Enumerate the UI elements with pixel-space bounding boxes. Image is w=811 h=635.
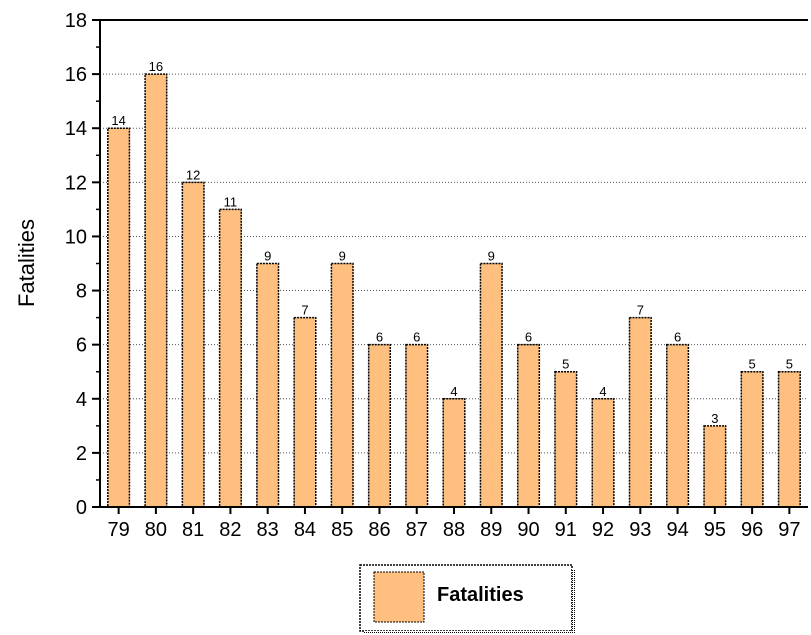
x-tick-label: 95 (704, 519, 726, 541)
data-label: 4 (599, 384, 606, 399)
x-tick-label: 84 (294, 519, 316, 541)
x-tick-label: 82 (219, 519, 241, 541)
x-tick-label: 83 (257, 519, 279, 541)
data-label: 16 (149, 59, 163, 74)
y-tick-label: 14 (65, 118, 87, 140)
data-label: 5 (748, 357, 755, 372)
y-tick-label: 10 (65, 226, 87, 248)
x-tick-label: 92 (592, 519, 614, 541)
legend-shadow (572, 569, 576, 633)
data-label: 6 (413, 330, 420, 345)
bar (777, 370, 801, 508)
x-tick-label: 79 (108, 519, 130, 541)
x-tick-label: 86 (368, 519, 390, 541)
bar (405, 343, 429, 508)
x-tick-label: 97 (778, 519, 800, 541)
bar (293, 316, 317, 508)
bar (181, 181, 205, 508)
bar (666, 343, 690, 508)
y-tick-label: 8 (76, 281, 87, 303)
x-tick-label: 85 (331, 519, 353, 541)
data-label: 5 (786, 357, 793, 372)
legend: Fatalities (359, 564, 576, 634)
bar (218, 208, 242, 508)
bar (628, 316, 652, 508)
bar (554, 370, 578, 508)
legend-swatch (373, 571, 425, 623)
bar (442, 398, 466, 508)
data-label: 6 (674, 330, 681, 345)
x-tick-label: 81 (182, 519, 204, 541)
bar (591, 398, 615, 508)
x-tick-label: 88 (443, 519, 465, 541)
x-tick-label: 87 (406, 519, 428, 541)
data-label: 12 (186, 167, 200, 182)
x-tick-label: 93 (629, 519, 651, 541)
y-tick-label: 6 (76, 335, 87, 357)
y-axis-title: Fatalities (14, 219, 39, 307)
bar (367, 343, 392, 508)
data-label: 6 (525, 330, 532, 345)
x-tick-label: 96 (741, 519, 763, 541)
data-label: 9 (339, 249, 346, 264)
bar (740, 370, 764, 508)
data-label: 7 (637, 303, 644, 318)
x-tick-label: 80 (145, 519, 167, 541)
labels: 1479168012811182983784985686687488989690… (65, 10, 801, 541)
data-label: 9 (264, 249, 271, 264)
y-tick-label: 12 (65, 172, 87, 194)
legend-shadow-bottom (364, 631, 576, 634)
y-tick-label: 16 (65, 64, 87, 86)
y-tick-label: 18 (65, 10, 87, 32)
bar (516, 343, 541, 508)
data-label: 3 (711, 411, 718, 426)
data-label: 7 (301, 303, 308, 318)
bar (479, 262, 503, 508)
x-tick-label: 94 (666, 519, 688, 541)
bar (107, 127, 131, 508)
x-tick-label: 89 (480, 519, 502, 541)
x-tick-label: 91 (555, 519, 577, 541)
data-label: 6 (376, 330, 383, 345)
y-tick-label: 0 (76, 497, 87, 519)
x-tick-label: 90 (517, 519, 539, 541)
y-tick-label: 2 (76, 443, 87, 465)
data-label: 5 (562, 357, 569, 372)
legend-label: Fatalities (437, 584, 524, 606)
axes (92, 19, 808, 514)
bar (256, 262, 280, 508)
data-label: 11 (224, 194, 238, 209)
data-label: 14 (111, 113, 125, 128)
bar (330, 262, 354, 508)
y-tick-label: 4 (76, 389, 87, 411)
bar (703, 425, 727, 508)
bar (144, 73, 168, 508)
data-label: 4 (450, 384, 457, 399)
data-label: 9 (488, 249, 495, 264)
